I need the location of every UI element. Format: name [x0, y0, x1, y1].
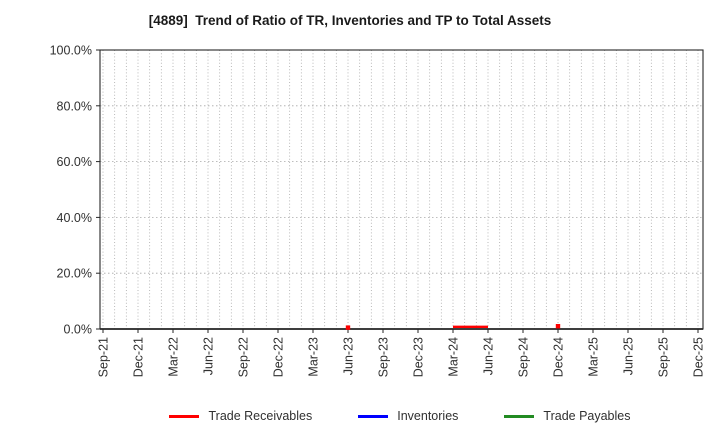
x-tick-label: Dec-25: [692, 337, 706, 377]
y-tick-label: 60.0%: [57, 155, 92, 169]
legend-label-trade-receivables: Trade Receivables: [208, 409, 313, 423]
x-tick-label: Dec-24: [552, 337, 566, 377]
x-tick-label: Mar-22: [167, 337, 181, 377]
y-tick-label: 100.0%: [50, 44, 92, 58]
legend-label-inventories: Inventories: [397, 409, 459, 423]
x-tick-label: Mar-24: [447, 337, 461, 377]
x-tick-label: Dec-22: [272, 337, 286, 377]
x-tick-label: Jun-22: [202, 337, 216, 375]
chart-title: [4889] Trend of Ratio of TR, Inventories…: [148, 13, 552, 28]
legend-item-trade-receivables: Trade Receivables: [169, 409, 312, 423]
y-tick-label: 40.0%: [57, 211, 92, 225]
y-tick-label: 20.0%: [57, 267, 92, 281]
legend-item-trade-payables: Trade Payables: [504, 409, 631, 423]
x-tick-label: Jun-24: [482, 337, 496, 375]
x-tick-label: Jun-23: [342, 337, 356, 375]
legend-item-inventories: Inventories: [358, 409, 458, 423]
x-tick-label: Mar-25: [587, 337, 601, 377]
plot-area: 0.0% 20.0% 40.0% 60.0% 80.0% 100.0% Sep-21 Dec-…: [50, 44, 706, 378]
legend-swatch-trade-payables: [504, 414, 535, 418]
x-tick-label: Mar-23: [307, 337, 321, 377]
x-tick-label: Sep-22: [237, 337, 251, 377]
x-tick-label: Sep-21: [97, 337, 111, 377]
plot-border: [99, 49, 704, 330]
x-tick-label: Dec-21: [132, 337, 146, 377]
y-tick-label: 80.0%: [57, 99, 92, 113]
data-point-marker: [555, 324, 561, 329]
x-tick-label: Dec-23: [412, 337, 426, 377]
legend-swatch-inventories: [358, 414, 389, 418]
y-tick-label: 0.0%: [64, 323, 93, 337]
legend-swatch-trade-receivables: [169, 414, 200, 418]
legend-label-trade-payables: Trade Payables: [543, 409, 631, 423]
x-tick-label: Sep-25: [657, 337, 671, 377]
legend: Trade Receivables Inventories Trade Paya…: [80, 405, 720, 427]
x-tick-label: Sep-23: [377, 337, 391, 377]
x-tick-label: Sep-24: [517, 337, 531, 377]
data-point-marker: [345, 325, 351, 330]
x-tick-label: Jun-25: [622, 337, 636, 375]
